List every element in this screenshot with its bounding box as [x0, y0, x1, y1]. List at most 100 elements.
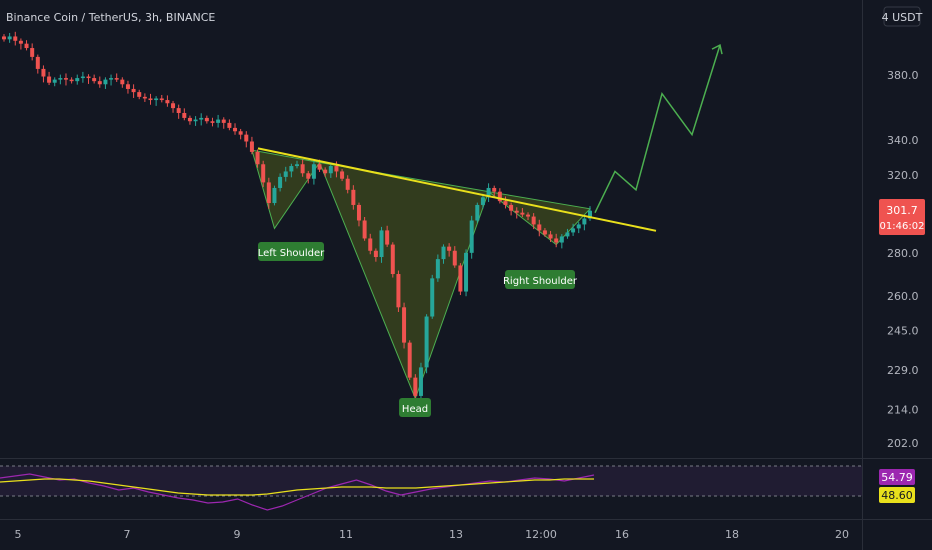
candle-body	[154, 98, 159, 101]
candle-body	[492, 187, 497, 192]
candle-body	[24, 43, 29, 49]
candle-body	[390, 244, 395, 275]
time-tick-5: 12:00	[525, 528, 557, 541]
candle-body	[7, 36, 12, 40]
candle-body	[295, 164, 299, 167]
candle-body	[480, 197, 485, 205]
rsi-band	[0, 466, 862, 496]
price-tag-value: 301.7	[886, 204, 918, 217]
projection-arrowhead	[711, 44, 723, 55]
candle-body	[120, 79, 125, 85]
price-tag	[879, 199, 925, 235]
candle-body	[159, 98, 164, 101]
candle-body	[571, 228, 576, 233]
candle-body	[373, 250, 378, 258]
neckline	[257, 147, 657, 232]
candle-body	[497, 191, 502, 202]
candle-body	[142, 96, 147, 99]
annotation-label: Head	[402, 404, 428, 415]
candle-body	[548, 234, 553, 239]
price-tag-countdown: 01:46:02	[880, 221, 925, 232]
time-tick-7: 18	[725, 528, 739, 541]
candle-body	[588, 210, 592, 219]
candle-body	[114, 78, 119, 80]
time-axis[interactable]: 5 7 9 11 13 12:00 16 18 20	[15, 528, 850, 541]
candle-body	[92, 78, 97, 82]
candle-body	[469, 220, 474, 253]
price-tick-6: 229.0	[887, 364, 919, 377]
candle-body	[182, 112, 187, 118]
candle-body	[526, 214, 531, 217]
head-shape	[318, 161, 490, 401]
currency-label: 4 USDT	[882, 11, 923, 24]
rsi-ma-line	[0, 478, 594, 496]
time-tick-8: 20	[835, 528, 849, 541]
candle-body	[356, 204, 361, 221]
candle-body	[475, 204, 480, 221]
price-axis-panel	[862, 0, 932, 550]
candle-body	[368, 238, 373, 251]
candle-body	[306, 173, 311, 179]
annotation-box	[399, 398, 431, 417]
candle-body	[171, 103, 176, 109]
candle-body	[458, 265, 463, 292]
candle-body	[317, 164, 322, 170]
candle-body	[396, 274, 401, 308]
candle-body	[204, 117, 209, 122]
candle-body	[216, 119, 221, 123]
candle-body	[97, 81, 102, 85]
candle-body	[2, 36, 6, 40]
price-tick-5: 245.0	[887, 325, 919, 338]
candle-body	[424, 316, 429, 368]
candle-body	[187, 117, 192, 122]
candle-body	[413, 377, 418, 396]
candle-body	[323, 169, 328, 174]
candle-body	[452, 250, 457, 266]
candle-body	[125, 84, 130, 89]
candle-body	[75, 78, 80, 82]
candles-layer	[2, 31, 592, 401]
annotation-label: Left Shoulder	[258, 248, 325, 259]
candle-body	[334, 166, 339, 172]
candle-body	[63, 78, 68, 80]
annotation-box	[505, 270, 575, 289]
rsi-line	[0, 473, 595, 511]
candle-body	[554, 238, 559, 243]
candle-body	[227, 122, 232, 128]
candle-body	[509, 204, 514, 211]
candle-body	[35, 56, 40, 69]
candle-body	[199, 117, 204, 120]
candle-body	[165, 100, 170, 104]
candle-body	[441, 246, 446, 260]
price-tick-4: 260.0	[887, 290, 919, 303]
neckline-layer	[257, 147, 657, 232]
candle-body	[137, 92, 142, 97]
time-tick-1: 7	[124, 528, 131, 541]
candle-body	[266, 182, 271, 204]
rsi-value-tag	[879, 469, 915, 485]
time-tick-0: 5	[15, 528, 22, 541]
candle-body	[18, 40, 23, 44]
candle-body	[379, 230, 384, 258]
currency-badge[interactable]	[883, 6, 921, 27]
candle-body	[261, 164, 266, 183]
candle-body	[520, 212, 525, 215]
candle-body	[58, 78, 63, 80]
candle-body	[52, 79, 57, 83]
candle-body	[238, 131, 243, 135]
rsi-ma-value: 48.60	[881, 489, 913, 502]
price-axis[interactable]: 380.0 340.0 320.0 280.0 260.0 245.0 229.0 214.0…	[887, 69, 919, 450]
candle-body	[272, 187, 277, 204]
candle-body	[278, 176, 283, 188]
candle-body	[300, 164, 305, 174]
candle-body	[565, 232, 570, 237]
candle-body	[430, 278, 435, 317]
rsi-ma-tag	[879, 487, 915, 503]
candle-body	[289, 166, 294, 172]
candle-body	[486, 187, 491, 198]
candle-body	[447, 246, 452, 251]
candle-body	[47, 76, 52, 83]
candle-body	[582, 218, 587, 225]
candle-body	[109, 78, 114, 80]
